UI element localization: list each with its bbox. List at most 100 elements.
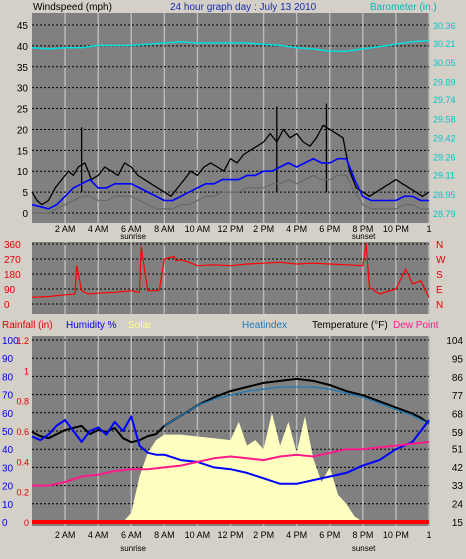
sunrise-label-1: sunrise (120, 232, 146, 241)
temperature-tick-label: 24 (452, 500, 464, 511)
heatindex-label: Heatindex (242, 320, 287, 331)
x-tick-label: 8 PM (352, 530, 373, 540)
wind-tick-label: 45 (17, 21, 29, 32)
x-tick-label: 1 (426, 224, 431, 234)
sunset-label-1: sunset (352, 232, 376, 241)
barometer-line (31, 39, 430, 53)
x-tick-label: 12 PM (217, 224, 243, 234)
rainfall-tick-label: 0.8 (16, 397, 29, 407)
rainfall-y-axis: 1.2 1 0.8 0.6 0.4 0.2 0 (16, 336, 29, 528)
rainfall-tick-label: 0 (24, 518, 29, 528)
x-tick-label: 2 PM (253, 224, 274, 234)
x-tick-label: 8 PM (352, 224, 373, 234)
barometer-tick-label: 28.95 (433, 190, 456, 200)
direction-tick-label: 360 (4, 240, 21, 251)
humidity-tick-label: 60 (2, 409, 14, 420)
temperature-tick-label: 77 (452, 391, 464, 402)
compass-tick-label: W (436, 255, 446, 266)
x-tick-label: 4 PM (286, 224, 307, 234)
x-tick-label: 8 AM (154, 530, 175, 540)
barometer-tick-label: 29.11 (433, 171, 455, 181)
x-tick-label: 4 AM (88, 224, 109, 234)
humidity-tick-label: 20 (2, 482, 14, 493)
barometer-label: Barometer (in.) (370, 2, 437, 13)
wind-direction-line (31, 243, 430, 298)
wind-tick-label: 0 (22, 209, 28, 220)
direction-series (31, 243, 430, 298)
temperature-y-axis: 104 95 86 77 68 59 51 42 33 24 15 (446, 336, 463, 529)
x-tick-label: 6 AM (121, 224, 142, 234)
barometer-tick-label: 29.26 (433, 153, 456, 163)
rainfall-tick-label: 1.2 (16, 336, 29, 346)
barometer-tick-label: 29.42 (433, 134, 456, 144)
temperature-tick-label: 59 (452, 428, 464, 439)
direction-degree-axis: 360 270 180 90 0 (4, 240, 21, 311)
temperature-tick-label: 95 (452, 354, 464, 365)
x-tick-label: 4 PM (286, 530, 307, 540)
barometer-tick-label: 30.21 (433, 39, 456, 49)
temperature-label: Temperature (°F) (312, 320, 388, 331)
humidity-tick-label: 70 (2, 391, 14, 402)
dewpoint-label: Dew Point (393, 320, 439, 331)
solar-label: Solar (128, 320, 152, 331)
temp-x-axis: 2 AM 4 AM 6 AM 8 AM 10 AM 12 PM 2 PM 4 PM 6 PM 8 … (55, 530, 432, 540)
x-tick-label: 8 AM (154, 224, 175, 234)
wind-average-line (31, 157, 429, 210)
sunrise-label-3: sunrise (120, 544, 146, 553)
rainfall-tick-label: 0.2 (16, 488, 29, 498)
x-tick-label: 2 PM (253, 530, 274, 540)
wind-tick-label: 20 (17, 125, 29, 136)
rainfall-tick-label: 0.4 (16, 457, 29, 467)
x-tick-label: 10 AM (185, 530, 211, 540)
wind-tick-label: 30 (17, 84, 29, 95)
x-tick-label: 2 AM (55, 530, 76, 540)
barometer-tick-label: 30.05 (433, 58, 456, 68)
wind-tick-label: 10 (17, 167, 29, 178)
direction-tick-label: 270 (4, 255, 21, 266)
compass-tick-label: S (436, 270, 443, 281)
humidity-line (31, 415, 430, 485)
x-tick-label: 6 PM (319, 224, 340, 234)
temperature-tick-label: 104 (446, 336, 463, 347)
x-tick-label: 4 AM (88, 530, 109, 540)
compass-tick-label: E (436, 285, 443, 296)
wind-tick-label: 40 (17, 42, 29, 53)
dewpoint-line (32, 440, 430, 487)
x-tick-label: 6 PM (319, 530, 340, 540)
chart-title: 24 hour graph day : July 13 2010 (170, 2, 317, 13)
wind-tick-label: 5 (22, 188, 28, 199)
x-tick-label: 10 PM (383, 224, 409, 234)
wind-minimum-line (32, 174, 429, 214)
humidity-tick-label: 50 (2, 427, 14, 438)
wind-tick-label: 35 (17, 63, 29, 74)
rainfall-tick-label: 0.6 (16, 427, 29, 437)
temperature-tick-label: 51 (452, 444, 464, 455)
temp-series (31, 377, 430, 524)
humidity-label: Humidity % (66, 320, 117, 331)
temperature-tick-label: 15 (452, 518, 464, 529)
barometer-tick-label: 28.79 (433, 209, 456, 219)
temperature-tick-label: 86 (452, 373, 464, 384)
temperature-tick-label: 33 (452, 481, 464, 492)
temperature-tick-label: 42 (452, 463, 464, 474)
compass-tick-label: N (436, 300, 443, 311)
temp-grid (32, 336, 430, 526)
barometer-tick-label: 29.58 (433, 114, 456, 124)
rainfall-bar (32, 520, 429, 524)
x-tick-label: 6 AM (121, 530, 142, 540)
compass-tick-label: N (436, 240, 443, 251)
barometer-tick-label: 30.36 (433, 21, 456, 31)
direction-tick-label: 90 (4, 285, 16, 296)
barometer-tick-label: 29.89 (433, 77, 456, 87)
humidity-tick-label: 0 (2, 518, 8, 529)
direction-tick-label: 0 (4, 300, 10, 311)
heatindex-line (163, 386, 430, 427)
x-tick-label: 10 PM (383, 530, 409, 540)
humidity-tick-label: 30 (2, 463, 14, 474)
x-tick-label: 2 AM (55, 224, 76, 234)
rainfall-label: Rainfall (in) (2, 320, 53, 331)
direction-grid (32, 242, 430, 314)
